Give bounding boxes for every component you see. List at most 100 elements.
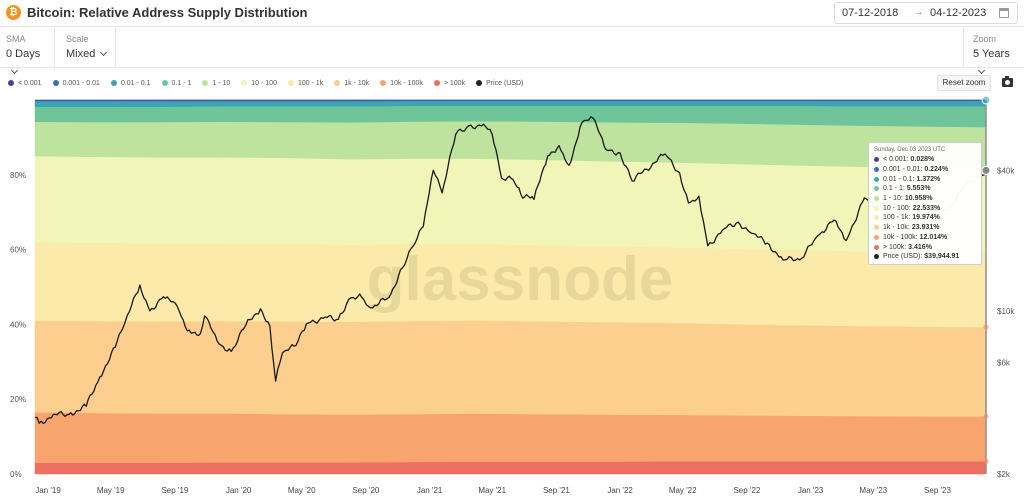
sma-select[interactable]: SMA 0 Days [0,28,54,75]
zoom-select[interactable]: Zoom 5 Years [967,28,1024,75]
area-band-10-100 [34,155,986,253]
tooltip-label: 1 - 10: [883,195,903,203]
x-tick-label: Sep '20 [352,486,379,495]
x-tick-label: Sep '19 [161,486,188,495]
tooltip-dot [874,205,879,211]
tooltip-date: Sunday, Dec 03 2023 UTC [874,147,946,153]
legend-dot [52,80,59,86]
hover-markers [981,95,991,464]
tooltip-label: > 100k: [883,243,907,251]
legend-item[interactable]: 0.01 - 0.1 [110,79,151,87]
date-end-input[interactable]: 04-12-2023 [930,7,987,19]
legend-dot [8,80,14,86]
camera-icon[interactable] [1002,76,1013,87]
legend-item[interactable]: 100 - 1k [287,80,323,87]
y-tick-label: 0% [10,470,22,479]
legend-dot [476,80,483,86]
legend-dot [241,80,248,86]
zoom-label: Zoom [973,34,997,44]
divider [54,28,55,68]
tooltip-label: Price (USD): [883,253,923,261]
tooltip-value: 12.014% [919,233,948,241]
tooltip-label: 10 - 100: [883,204,911,212]
tooltip-dot [874,186,879,192]
y-right-tick-label: $40k [997,166,1015,175]
legend-label: 10 - 100 [251,79,277,87]
legend-dot [110,80,117,86]
watermark: glassnode [367,245,674,314]
area-band-0-01-0-1 [34,100,986,107]
y-right-tick-label: $2k [997,470,1011,479]
tooltip-row: < 0.001: 0.028% [874,155,976,165]
tooltip-label: 0.001 - 0.01: [883,166,923,174]
header-bar: ₿ Bitcoin: Relative Address Supply Distr… [0,0,1024,27]
tooltip-dot [874,176,879,182]
x-tick-label: Jan '19 [35,486,61,495]
x-tick-label: Jan '20 [226,486,252,495]
tooltip-dot [874,244,879,250]
legend-item[interactable]: 10k - 100k [380,80,423,87]
tooltip-label: 10k - 100k: [883,233,918,241]
scale-select[interactable]: Scale Mixed [60,28,116,68]
date-start-input[interactable]: 07-12-2018 [842,7,899,19]
hover-point-price [981,165,991,175]
tooltip-label: 0.01 - 0.1: [883,175,915,183]
tooltip-row: Price (USD): $39,944.91 [874,252,976,262]
bitcoin-icon: ₿ [6,5,21,20]
tooltip-row: 10 - 100: 22.533% [874,203,976,213]
tooltip-value: 0.224% [924,166,949,174]
price-line [34,116,987,425]
x-tick-label: May '22 [669,486,697,495]
legend-dot [380,80,387,86]
legend-item[interactable]: < 0.001 [8,80,42,87]
tooltip-dot [874,225,879,231]
divider [963,28,964,68]
legend-item[interactable]: 0.1 - 1 [161,80,191,87]
x-axis: Jan '19 May '19 Sep '19 Jan '20 May '20 Sep '… [35,486,951,495]
y-axis-left: 0% 20% 40% 60% 80% [10,171,26,479]
tooltip-dot [874,157,879,163]
hover-point [983,324,989,330]
legend-dot [202,80,209,86]
tooltip-row: 1k - 10k: 23.931% [874,223,976,233]
legend-item[interactable]: 1k - 10k [334,80,369,87]
legend-item[interactable]: > 100k [433,79,466,87]
legend-label: Price (USD) [486,79,524,87]
y-tick-label: 60% [10,246,26,255]
x-tick-label: May '21 [478,486,506,495]
x-tick-label: Jan '21 [417,486,443,495]
tooltip-label: 100 - 1k: [883,214,911,222]
legend-label: 0.01 - 0.1 [120,79,151,87]
tooltip-value: 23.931% [911,224,940,232]
divider [115,28,116,68]
legend-label: < 0.001 [18,79,42,87]
tooltip-dot [874,234,879,240]
area-band-100k [34,461,986,475]
tooltip-dot [874,167,879,173]
tooltip-value: 3.416% [908,243,932,251]
area-band-1k-10k [34,320,986,417]
tooltip-value: 10.958% [904,195,933,203]
legend-item[interactable]: Price (USD) [476,80,523,87]
legend-dot [161,80,168,86]
legend-dot [334,80,341,86]
tooltip-dot [874,254,879,260]
sma-label: SMA [6,34,26,44]
chart-tooltip: Sunday, Dec 03 2023 UTC < 0.001: 0.028% 0.… [868,142,982,265]
hover-point [983,413,989,419]
hover-point [983,458,989,464]
x-tick-label: Sep '22 [733,486,760,495]
calendar-icon[interactable] [999,8,1009,18]
date-range-picker[interactable]: 07-12-2018 → 04-12-2023 [834,2,1018,24]
y-tick-label: 20% [10,395,26,404]
x-tick-label: Jan '23 [798,486,824,495]
legend-item[interactable]: 10 - 100 [241,80,277,87]
chart-legend: < 0.001 0.001 - 0.01 0.01 - 0.1 0.1 - 1 1 - … [8,77,534,89]
reset-zoom-button[interactable]: Reset zoom [937,75,991,91]
legend-item[interactable]: 1 - 10 [202,80,230,87]
tooltip-value: 22.533% [912,204,941,212]
legend-label: > 100k [443,79,466,87]
tooltip-label: 0.1 - 1: [883,185,905,193]
legend-item[interactable]: 0.001 - 0.01 [52,80,100,87]
